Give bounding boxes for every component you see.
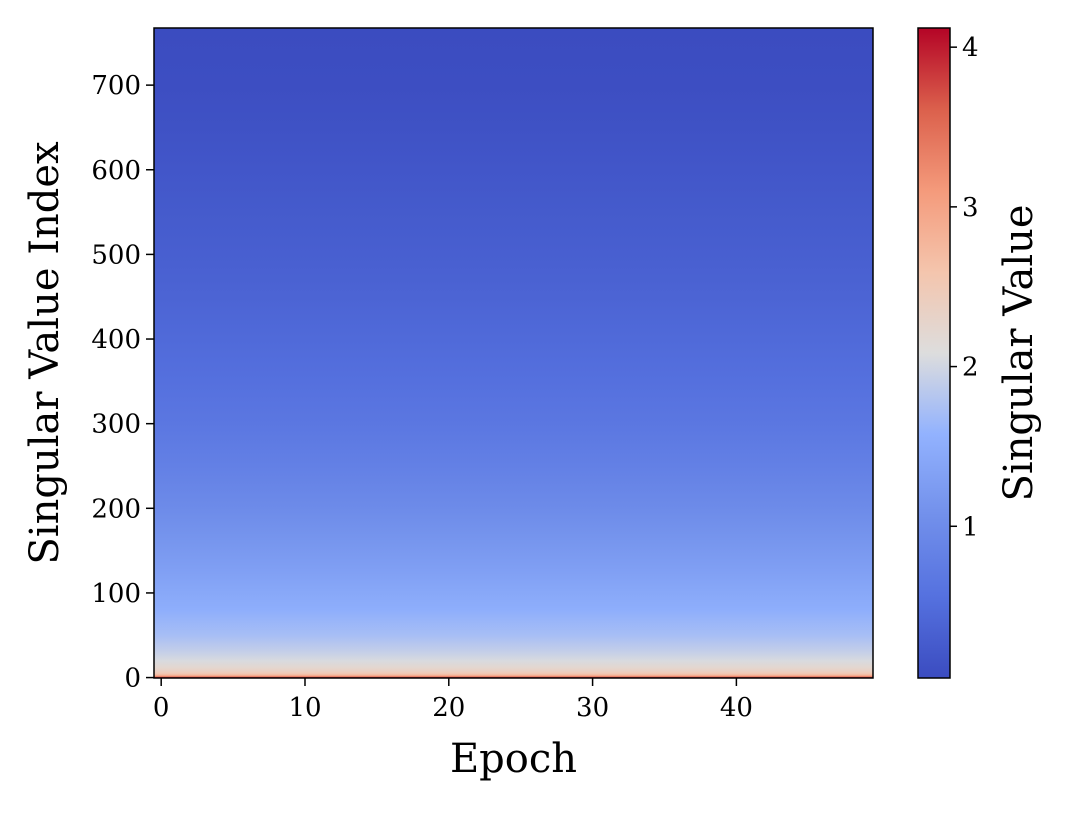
colorbar-fill [918, 28, 950, 678]
colorbar-tick-label: 1 [962, 512, 979, 542]
x-tick-label: 0 [153, 693, 170, 723]
y-tick-label: 100 [91, 579, 141, 609]
y-tick-label: 700 [91, 71, 141, 101]
x-tick-label: 40 [720, 693, 753, 723]
colorbar-ticks: 1 2 3 4 [950, 33, 979, 542]
x-tick-label: 30 [576, 693, 609, 723]
colorbar: 1 2 3 4 Singular Value [917, 27, 1042, 679]
plot-area [153, 27, 874, 679]
colorbar-tick-label: 3 [962, 193, 979, 223]
colorbar-tick-label: 2 [962, 353, 979, 383]
plot-frame [153, 27, 874, 679]
x-tick-label: 20 [432, 693, 465, 723]
x-axis: 0 10 20 30 40 [153, 678, 753, 723]
y-tick-label: 200 [91, 494, 141, 524]
colorbar-frame [917, 27, 951, 679]
y-axis: 0 100 200 300 400 500 600 700 [91, 71, 154, 694]
y-tick-label: 400 [91, 325, 141, 355]
x-axis-label: Epoch [450, 736, 577, 782]
heatmap-fill [154, 28, 873, 678]
y-tick-label: 300 [91, 410, 141, 440]
colorbar-label: Singular Value [996, 204, 1042, 501]
x-tick-label: 10 [288, 693, 321, 723]
y-tick-label: 500 [91, 240, 141, 270]
y-tick-label: 600 [91, 156, 141, 186]
y-axis-label: Singular Value Index [22, 141, 68, 565]
colorbar-tick-label: 4 [962, 33, 979, 63]
y-tick-label: 0 [124, 664, 141, 694]
